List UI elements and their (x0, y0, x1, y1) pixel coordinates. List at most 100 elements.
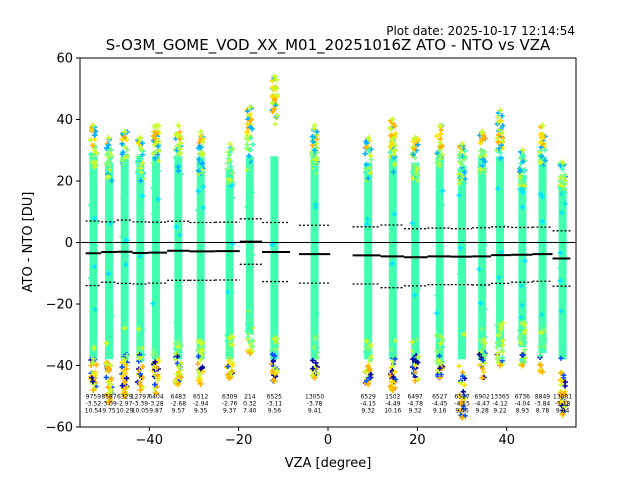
data-point-group (362, 134, 374, 387)
data-point (412, 155, 418, 161)
data-point (362, 151, 368, 157)
data-point (271, 336, 278, 342)
data-point (274, 112, 280, 119)
stat-sd: 10.29 (116, 408, 133, 415)
data-point (227, 355, 233, 361)
data-point-group (387, 116, 399, 394)
data-point (364, 202, 370, 208)
data-point (496, 275, 502, 281)
data-point (499, 113, 505, 119)
data-point (310, 366, 316, 372)
data-point-max (479, 128, 486, 135)
data-point (562, 201, 568, 207)
stat-count: 9759 (86, 393, 101, 400)
data-point (412, 369, 418, 376)
data-point (229, 362, 236, 368)
data-point (123, 262, 129, 268)
data-point (124, 353, 130, 359)
data-point (495, 132, 502, 138)
data-point (437, 365, 443, 371)
data-point (460, 403, 467, 410)
data-point (562, 404, 568, 410)
data-point-min (539, 368, 546, 375)
data-point (89, 142, 96, 149)
data-point (459, 153, 465, 160)
data-point (272, 121, 278, 127)
data-point (123, 375, 130, 381)
data-point (249, 338, 256, 344)
data-column (558, 187, 567, 360)
data-point (538, 362, 544, 368)
data-column (136, 162, 145, 360)
data-point (390, 374, 397, 380)
data-point (561, 372, 567, 378)
data-point (196, 157, 202, 163)
stat-count: 6329 (117, 393, 132, 400)
data-point (561, 321, 567, 327)
stat-count: 6309 (222, 393, 237, 400)
data-point (196, 163, 202, 169)
stat-sd: 9.87 (149, 408, 163, 415)
data-point-min (121, 393, 128, 400)
data-point (559, 166, 565, 172)
data-point (436, 163, 443, 169)
data-point (481, 360, 488, 366)
stat-count: 6529 (361, 393, 376, 400)
data-point (89, 360, 95, 366)
data-point (388, 126, 394, 132)
stat-median: -2.76 (222, 400, 238, 407)
data-point (538, 144, 544, 150)
data-point-min (311, 374, 318, 381)
data-point (521, 322, 527, 328)
data-point (247, 118, 253, 124)
data-point (138, 315, 144, 322)
data-point (314, 141, 320, 147)
x-tick-label: −20 (225, 433, 252, 448)
data-point (273, 77, 279, 83)
stat-count: 6902 (475, 393, 490, 400)
data-point (392, 369, 398, 375)
data-point-min (271, 377, 278, 384)
data-point (558, 308, 564, 314)
data-point (517, 169, 523, 175)
data-point (537, 353, 543, 359)
data-point (387, 144, 393, 150)
data-point (87, 202, 94, 208)
data-point (150, 185, 156, 191)
data-point (541, 344, 547, 350)
data-point (539, 165, 546, 172)
data-point (365, 211, 372, 217)
data-point (499, 347, 505, 353)
data-point (434, 133, 440, 139)
y-tick-label: 60 (56, 52, 73, 67)
data-point (367, 366, 373, 372)
data-point (520, 352, 527, 358)
data-point (155, 152, 161, 158)
data-point (439, 202, 445, 208)
data-point (537, 159, 543, 165)
stat-sd: 8.78 (536, 408, 550, 415)
data-point (174, 132, 180, 138)
data-point (412, 292, 418, 298)
data-point (312, 177, 318, 183)
data-point (314, 311, 320, 317)
data-point (198, 321, 204, 327)
data-point (410, 151, 416, 158)
data-point (541, 285, 547, 291)
data-point (139, 193, 145, 199)
data-point (172, 340, 179, 346)
data-point-group (150, 122, 162, 397)
stat-count: 13050 (305, 393, 324, 400)
data-point (367, 153, 373, 159)
data-point (152, 382, 158, 388)
data-point (224, 166, 230, 172)
data-point (199, 160, 206, 166)
data-point (247, 111, 253, 117)
data-point (519, 325, 525, 331)
data-point (367, 170, 373, 176)
data-column-core (458, 168, 467, 360)
data-column (120, 156, 129, 360)
data-point (106, 243, 113, 249)
data-point-max (226, 141, 233, 148)
